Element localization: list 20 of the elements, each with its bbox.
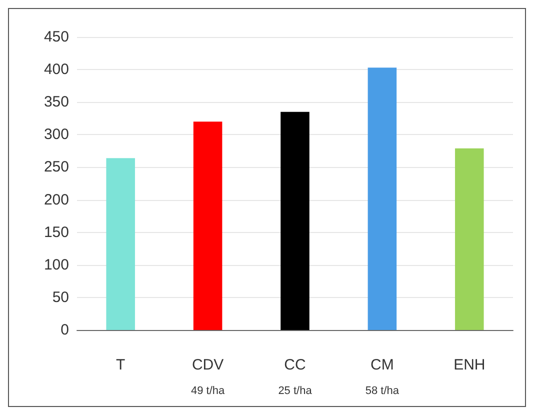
y-tick-label: 150 bbox=[44, 224, 69, 241]
bar bbox=[368, 68, 397, 330]
y-tick-label: 50 bbox=[52, 288, 69, 306]
x-tick-label: ENH bbox=[454, 356, 486, 374]
y-tick-label: 450 bbox=[44, 28, 69, 46]
bar bbox=[193, 122, 222, 330]
y-tick-label: 300 bbox=[44, 126, 69, 144]
y-tick-label: 250 bbox=[44, 158, 69, 176]
y-tick-label: 350 bbox=[44, 94, 69, 111]
x-tick-label: T bbox=[116, 356, 126, 374]
y-tick-label: 0 bbox=[60, 322, 69, 338]
y-tick-label: 100 bbox=[44, 256, 69, 274]
x-tick-label: CDV 49 t/ha bbox=[190, 356, 226, 397]
x-tick-label: CM 58 t/ha bbox=[365, 356, 400, 397]
y-tick-label: 200 bbox=[44, 191, 69, 208]
y-tick-label: 400 bbox=[44, 61, 69, 78]
bar bbox=[455, 148, 484, 330]
bar bbox=[106, 158, 135, 330]
x-tick-label: CC 25 t/ha bbox=[278, 356, 313, 397]
bar bbox=[280, 112, 310, 330]
